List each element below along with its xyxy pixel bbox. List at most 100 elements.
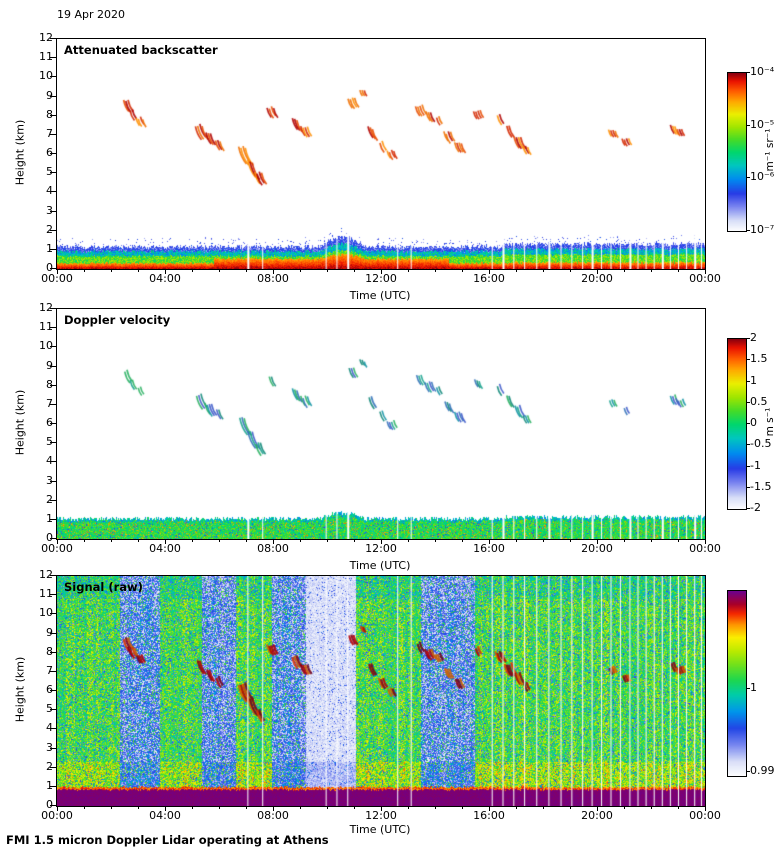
x-minor-tick-mark	[84, 806, 85, 809]
x-tick-mark	[597, 539, 598, 544]
y-tick-mark	[50, 308, 56, 309]
backscatter-colorbar	[727, 72, 747, 232]
y-tick-label: 4	[27, 721, 53, 734]
colorbar-tick-mark	[746, 508, 750, 509]
x-tick-mark	[165, 269, 166, 274]
y-tick-mark	[50, 114, 56, 116]
x-tick-label: 00:00	[41, 542, 73, 555]
x-minor-tick-mark	[543, 806, 544, 809]
colorbar-tick-label: 0.99	[750, 764, 775, 778]
y-tick-label: 8	[27, 378, 53, 391]
y-tick-mark	[50, 747, 56, 749]
y-tick-label: 2	[27, 223, 53, 236]
y-tick-mark	[50, 499, 56, 501]
y-tick-mark	[50, 766, 56, 768]
colorbar-tick-label: -1	[750, 458, 761, 472]
x-minor-tick-mark	[543, 269, 544, 272]
backscatter-panel-title: Attenuated backscatter	[64, 43, 218, 57]
x-minor-tick-mark	[408, 806, 409, 809]
colorbar-tick-mark	[746, 230, 750, 231]
colorbar-tick-mark	[746, 423, 750, 424]
x-tick-mark	[705, 806, 706, 811]
x-minor-tick-mark	[138, 539, 139, 542]
x-minor-tick-mark	[435, 539, 436, 542]
x-minor-tick-mark	[354, 806, 355, 809]
colorbar-tick-label: 1	[750, 681, 757, 695]
y-tick-label: 11	[39, 587, 53, 601]
x-minor-tick-mark	[300, 806, 301, 809]
colorbar-tick-mark	[746, 124, 750, 126]
x-tick-label: 16:00	[473, 542, 505, 555]
x-tick-label: 00:00	[689, 272, 721, 285]
colorbar-tick-label: 2	[750, 331, 757, 344]
y-tick-mark	[50, 133, 56, 135]
colorbar-tick-label: -2	[750, 501, 761, 514]
x-tick-mark	[489, 806, 490, 811]
backscatter-plot-area: Attenuated backscatter	[56, 38, 706, 270]
y-tick-mark	[50, 709, 56, 711]
velocity-panel-title: Doppler velocity	[64, 313, 171, 327]
colorbar-tick-label: 1.5	[750, 352, 768, 366]
x-minor-tick-mark	[435, 269, 436, 272]
x-tick-label: 12:00	[365, 542, 397, 555]
y-tick-mark	[50, 442, 56, 444]
y-tick-label: 2	[27, 493, 53, 506]
x-tick-label: 08:00	[257, 272, 289, 285]
x-tick-mark	[381, 806, 382, 811]
x-minor-tick-mark	[192, 806, 193, 809]
x-tick-mark	[57, 269, 58, 274]
y-tick-label: 5	[27, 435, 53, 448]
x-minor-tick-mark	[624, 269, 625, 272]
y-tick-mark	[50, 518, 56, 520]
y-tick-label: 5	[27, 165, 53, 178]
colorbar-tick-label: -1.5	[750, 479, 772, 493]
x-minor-tick-mark	[678, 269, 679, 272]
y-tick-label: 9	[27, 89, 53, 102]
y-tick-label: 5	[27, 702, 53, 715]
x-axis-label-backscatter: Time (UTC)	[349, 289, 411, 302]
y-tick-label: 4	[27, 184, 53, 197]
x-tick-label: 12:00	[365, 272, 397, 285]
y-tick-label: 7	[27, 397, 53, 410]
x-minor-tick-mark	[300, 269, 301, 272]
y-tick-label: 7	[27, 127, 53, 140]
y-tick-mark	[50, 670, 56, 672]
signal-panel-title: Signal (raw)	[64, 580, 143, 594]
colorbar-tick-mark	[746, 486, 750, 488]
y-tick-label: 1	[27, 242, 53, 255]
x-minor-tick-mark	[192, 539, 193, 542]
y-tick-label: 9	[27, 626, 53, 639]
y-tick-mark	[50, 480, 56, 482]
x-tick-label: 00:00	[41, 272, 73, 285]
x-minor-tick-mark	[246, 269, 247, 272]
velocity-heatmap	[57, 309, 705, 539]
x-tick-mark	[273, 269, 274, 274]
colorbar-tick-label: 10⁻⁶	[750, 170, 775, 184]
colorbar-tick-label: 0	[750, 416, 757, 429]
x-minor-tick-mark	[570, 269, 571, 272]
colorbar-tick-label: 10⁻⁷	[750, 223, 775, 236]
backscatter-colorbar-units: m⁻¹ sr⁻¹	[764, 128, 776, 172]
x-tick-label: 16:00	[473, 809, 505, 822]
y-tick-label: 10	[39, 339, 53, 353]
y-tick-mark	[50, 632, 56, 634]
colorbar-tick-label: 0.5	[750, 394, 768, 408]
y-tick-mark	[50, 365, 56, 367]
x-tick-label: 08:00	[257, 809, 289, 822]
x-tick-mark	[489, 539, 490, 544]
y-axis-label-backscatter: Height (km)	[13, 119, 27, 186]
y-tick-label: 2	[27, 760, 53, 773]
x-minor-tick-mark	[516, 806, 517, 809]
colorbar-tick-mark	[746, 338, 750, 339]
y-tick-label: 8	[27, 645, 53, 658]
y-tick-label: 11	[39, 50, 53, 64]
y-tick-mark	[50, 346, 56, 348]
x-minor-tick-mark	[246, 539, 247, 542]
x-minor-tick-mark	[624, 806, 625, 809]
x-tick-label: 20:00	[581, 542, 613, 555]
y-tick-label: 12	[39, 568, 53, 581]
colorbar-tick-label: 10⁻⁴	[750, 65, 775, 78]
x-axis-label-velocity: Time (UTC)	[349, 559, 411, 572]
x-tick-label: 04:00	[149, 272, 181, 285]
x-tick-mark	[381, 539, 382, 544]
